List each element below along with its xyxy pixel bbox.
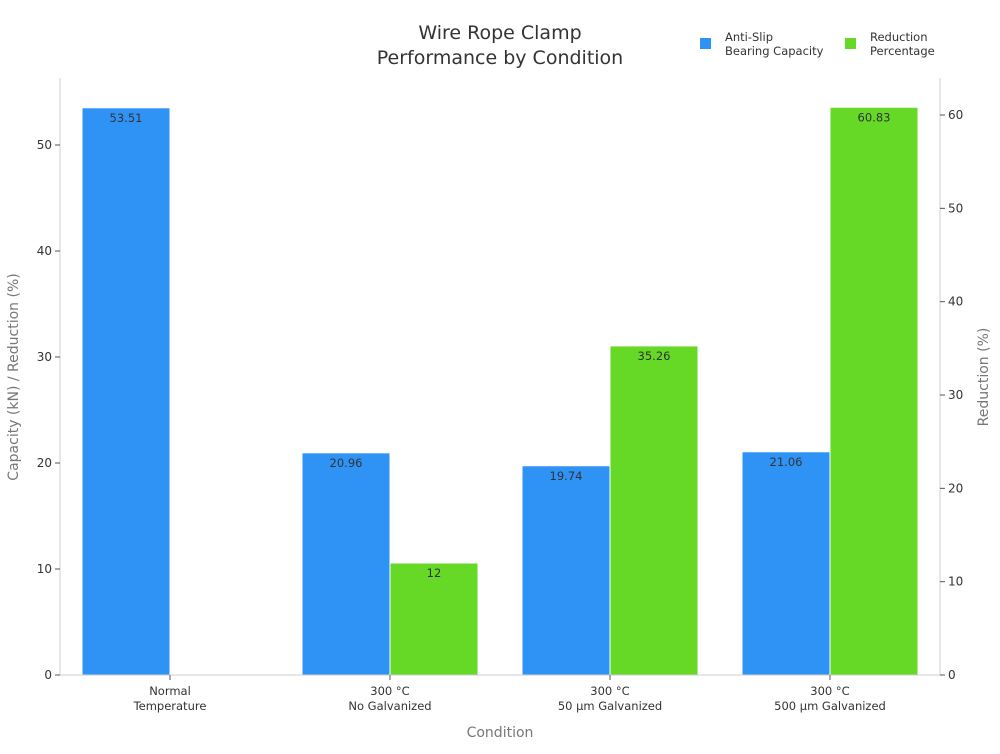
data-label: 53.51 xyxy=(110,111,143,125)
x-tick-label: Temperature xyxy=(133,699,207,713)
y-tick-label: 0 xyxy=(44,668,52,682)
legend-swatch xyxy=(845,38,856,49)
data-label: 35.26 xyxy=(638,349,671,363)
bar xyxy=(741,451,831,676)
chart-title: Wire Rope Clamp Performance by Condition xyxy=(377,22,623,69)
x-axis-label: Condition xyxy=(467,725,534,741)
y-right-tick-label: 40 xyxy=(948,295,963,309)
x-tick-label: No Galvanized xyxy=(348,699,431,713)
chart-title-line: Performance by Condition xyxy=(377,47,623,69)
y-tick-label: 50 xyxy=(37,138,52,152)
y-tick-label: 30 xyxy=(37,350,52,364)
y-tick-label: 40 xyxy=(37,244,52,258)
bar xyxy=(301,452,391,676)
legend-label: Anti-Slip xyxy=(725,30,773,44)
data-label: 19.74 xyxy=(550,469,583,483)
y-tick-label: 20 xyxy=(37,456,52,470)
bar xyxy=(829,106,919,676)
y-axis-label: Capacity (kN) / Reduction (%) xyxy=(6,273,22,480)
x-tick-label: 300 °C xyxy=(370,684,409,698)
y-axis-right-label: Reduction (%) xyxy=(976,328,992,427)
y-tick-label: 10 xyxy=(37,562,52,576)
chart-title-line: Wire Rope Clamp xyxy=(418,22,581,44)
legend-label: Bearing Capacity xyxy=(725,44,824,58)
data-label: 20.96 xyxy=(330,456,363,470)
y-right-tick-label: 30 xyxy=(948,388,963,402)
data-label: 12 xyxy=(427,566,442,580)
y-right-tick-label: 60 xyxy=(948,108,963,122)
y-right-tick-label: 0 xyxy=(948,668,956,682)
bar xyxy=(521,465,611,676)
data-label: 21.06 xyxy=(770,455,803,469)
x-tick-label: 500 µm Galvanized xyxy=(774,699,886,713)
bars: 53.51 20.96 19.74 21.06 12 35.26 60.83 xyxy=(81,106,919,676)
bar xyxy=(81,107,171,676)
legend-swatch xyxy=(700,38,711,49)
bar xyxy=(609,345,699,676)
legend-label: Percentage xyxy=(870,44,935,58)
legend-label: Reduction xyxy=(870,30,928,44)
data-label: 60.83 xyxy=(858,110,891,124)
x-tick-label: 300 °C xyxy=(810,684,849,698)
x-tick-label: 300 °C xyxy=(590,684,629,698)
y-right-tick-label: 10 xyxy=(948,575,963,589)
x-tick-label: 50 µm Galvanized xyxy=(558,699,662,713)
x-tick-label: Normal xyxy=(149,684,191,698)
axes: 0 10 20 30 40 50 0 10 20 30 40 50 60 NormalTemperatur… xyxy=(37,78,963,713)
y-right-tick-label: 20 xyxy=(948,481,963,495)
bar xyxy=(389,562,479,676)
y-right-tick-label: 50 xyxy=(948,201,963,215)
